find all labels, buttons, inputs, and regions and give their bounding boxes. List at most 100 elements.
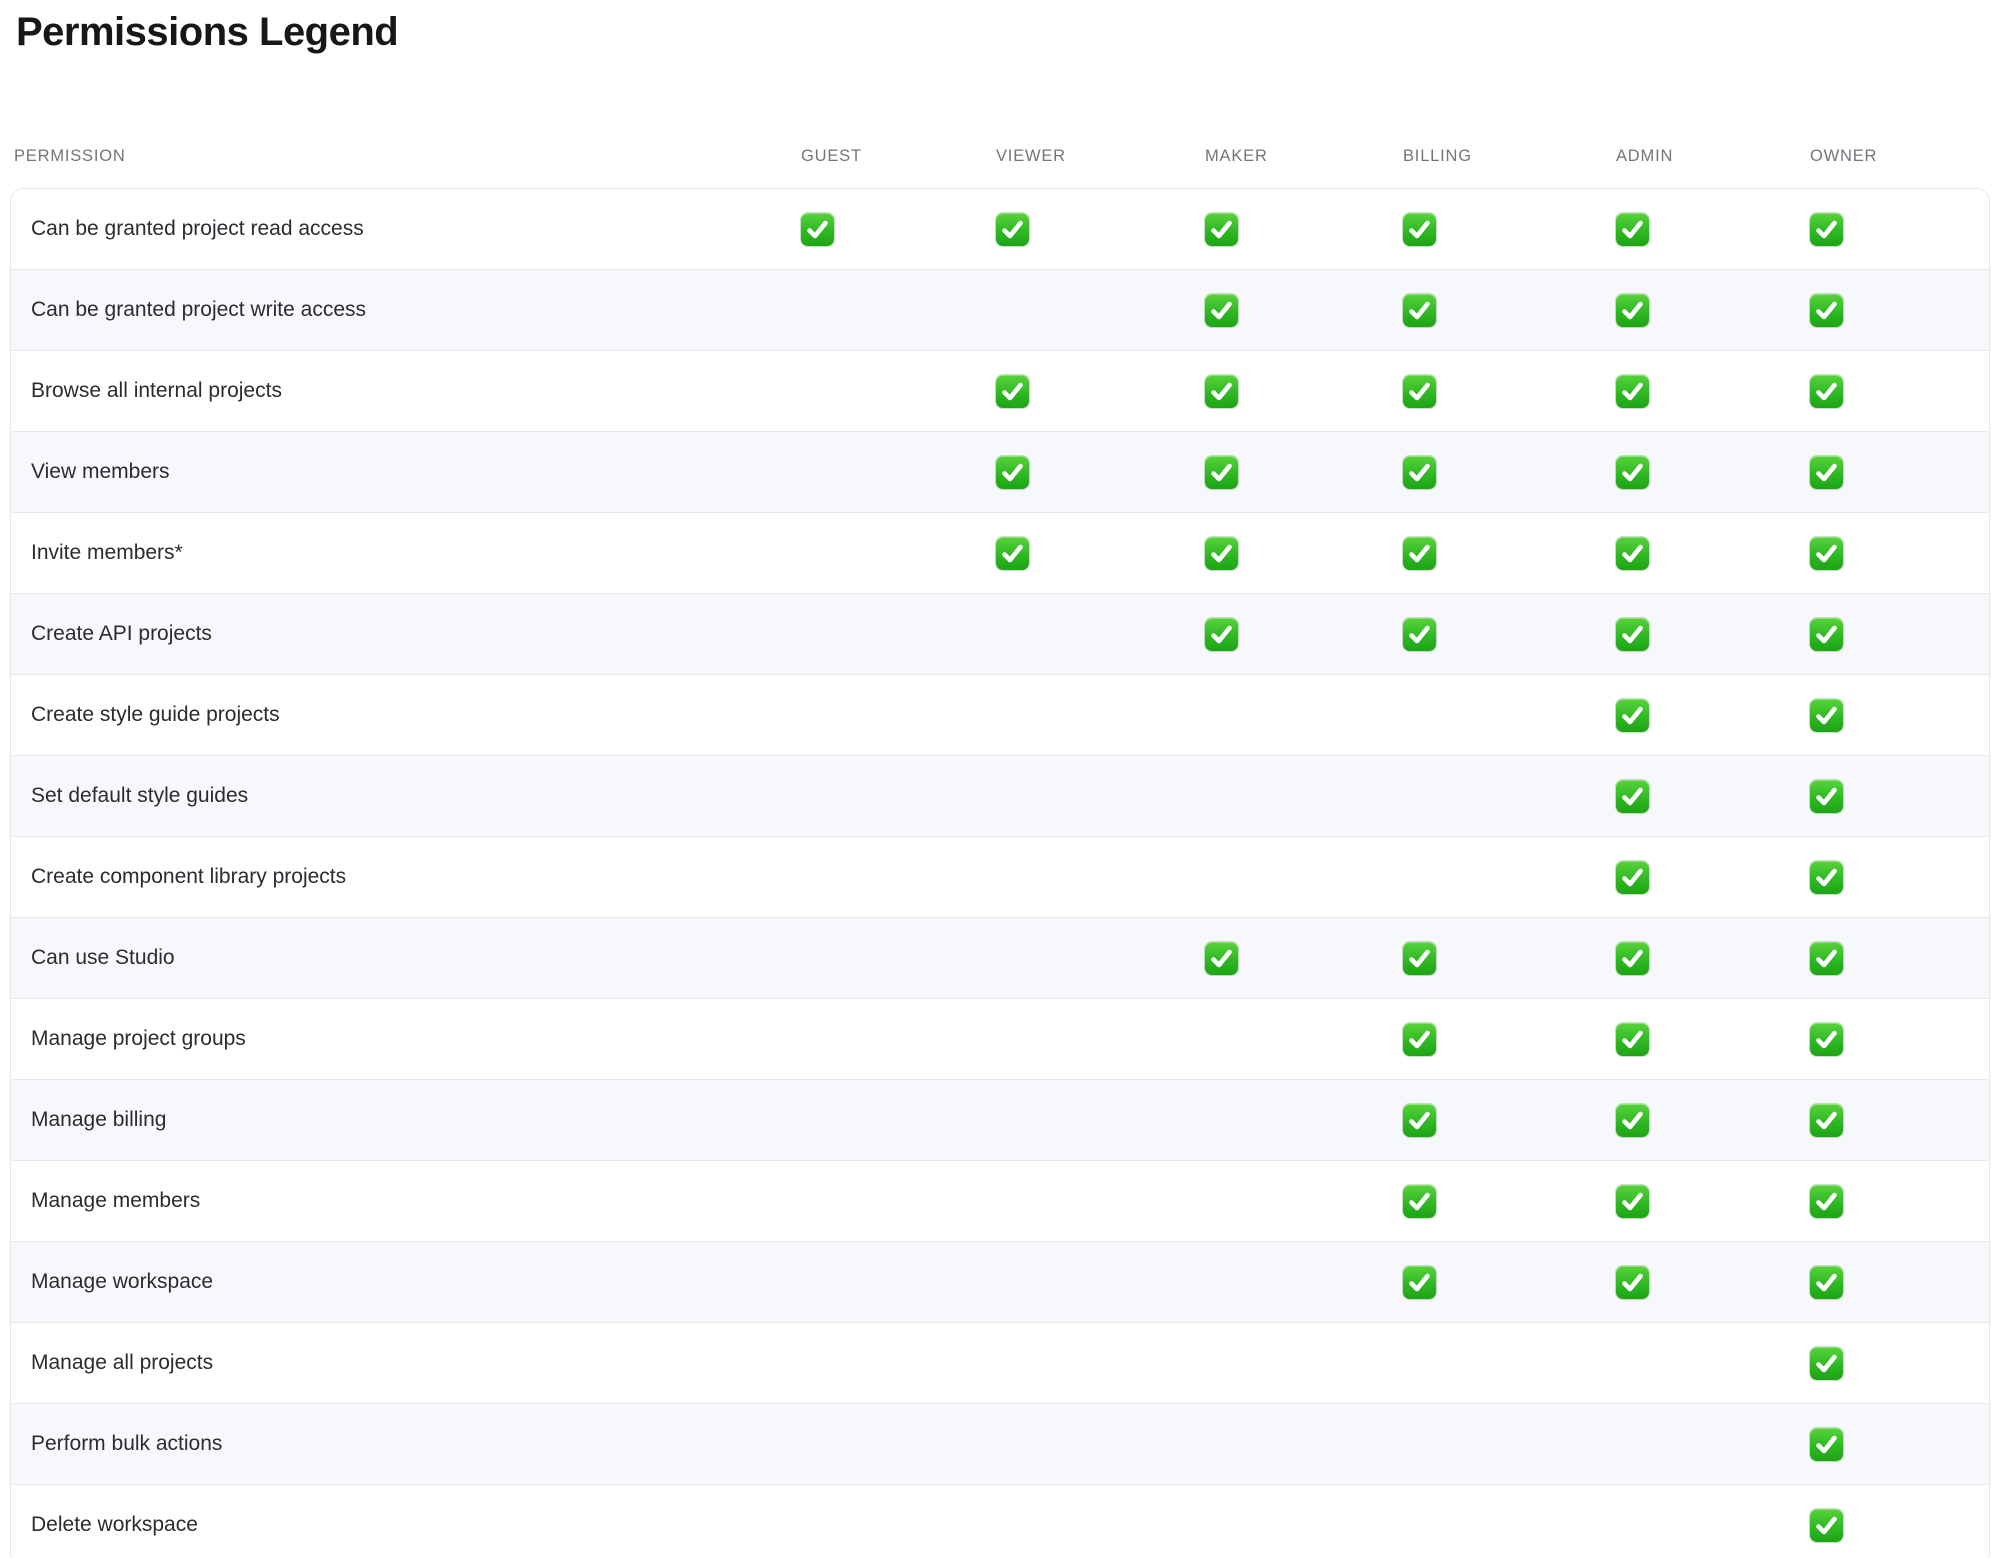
permission-check-cell [996,1266,1205,1299]
permission-check-cell [1205,212,1403,246]
permission-check-cell [1616,698,1810,732]
permission-check-cell [1616,779,1810,813]
permission-check-cell [1205,1185,1403,1218]
permission-check-cell [1810,779,1989,813]
permission-check-cell [1810,617,1989,651]
permission-check-cell [801,780,996,813]
check-icon [1616,212,1649,246]
permission-check-cell [1403,1509,1616,1542]
column-header-maker: MAKER [1205,146,1268,165]
check-icon [1403,1265,1436,1299]
table-row: Manage members [11,1160,1989,1241]
check-icon [1810,941,1843,975]
permission-check-cell [801,699,996,732]
permission-check-cell [801,1428,996,1461]
permission-check-cell [1616,1509,1810,1542]
check-icon [1810,860,1843,894]
check-icon [1616,1103,1649,1137]
permission-check-cell [1205,780,1403,813]
check-icon [1403,1184,1436,1218]
check-icon [1810,1427,1843,1461]
permission-label: View members [31,460,170,483]
check-icon [1205,617,1238,651]
check-icon [1616,293,1649,327]
check-icon [1403,374,1436,408]
permission-check-cell [801,1347,996,1380]
check-icon [1616,941,1649,975]
permission-check-cell [1403,1265,1616,1299]
permission-label: Manage members [31,1189,201,1212]
check-icon [1616,617,1649,651]
column-header-owner: OWNER [1810,146,1878,165]
permission-check-cell [996,1185,1205,1218]
check-icon [1616,374,1649,408]
check-icon [801,212,834,246]
permission-label: Can be granted project write access [31,298,367,321]
check-icon [1616,779,1649,813]
check-icon [1810,455,1843,489]
permission-check-cell [1205,1266,1403,1299]
column-header-viewer: VIEWER [996,146,1066,165]
check-icon [1616,1265,1649,1299]
permission-check-cell [1205,617,1403,651]
permission-label: Perform bulk actions [31,1432,223,1455]
check-icon [1616,1184,1649,1218]
table-header-row: PERMISSION GUEST VIEWER MAKER BILLING ADMIN O… [11,146,1989,166]
permission-check-cell [1810,1346,1989,1380]
table-row: View members [11,431,1989,512]
permission-label: Manage project groups [31,1027,246,1050]
table-row: Can use Studio [11,917,1989,998]
permission-check-cell [1616,293,1810,327]
permission-check-cell [801,537,996,570]
permission-check-cell [1810,374,1989,408]
permission-check-cell [801,618,996,651]
page-title: Permissions Legend [16,10,399,54]
permission-check-cell [1810,1184,1989,1218]
permission-check-cell [1403,1347,1616,1380]
column-header-permission: PERMISSION [14,146,126,165]
permission-label: Can use Studio [31,946,175,969]
permission-check-cell [1616,1265,1810,1299]
check-icon [1616,1022,1649,1056]
permission-check-cell [1403,617,1616,651]
permission-check-cell [1205,861,1403,894]
permission-check-cell [1616,1184,1810,1218]
permission-check-cell [1616,374,1810,408]
check-icon [996,212,1029,246]
check-icon [1810,374,1843,408]
permission-check-cell [1810,1508,1989,1542]
check-icon [1205,536,1238,570]
permission-check-cell [996,374,1205,408]
permission-label: Create style guide projects [31,703,280,726]
permission-check-cell [996,1023,1205,1056]
permission-check-cell [1403,1184,1616,1218]
check-icon [1810,536,1843,570]
permission-check-cell [1810,1265,1989,1299]
check-icon [996,536,1029,570]
table-row: Delete workspace [11,1484,1989,1558]
permission-check-cell [1205,941,1403,975]
check-icon [1810,1508,1843,1542]
table-row: Create component library projects [11,836,1989,917]
check-icon [1205,455,1238,489]
permission-check-cell [1403,1428,1616,1461]
check-icon [1403,536,1436,570]
check-icon [1810,1184,1843,1218]
check-icon [1810,293,1843,327]
check-icon [996,455,1029,489]
permission-check-cell [1403,941,1616,975]
check-icon [1810,617,1843,651]
table-row: Browse all internal projects [11,350,1989,431]
permission-check-cell [1403,699,1616,732]
table-row: Manage all projects [11,1322,1989,1403]
permission-check-cell [801,1509,996,1542]
permission-check-cell [1616,1103,1810,1137]
permission-label: Set default style guides [31,784,249,807]
permission-label: Delete workspace [31,1513,198,1536]
check-icon [1403,941,1436,975]
permission-check-cell [801,456,996,489]
permission-check-cell [801,1266,996,1299]
permission-check-cell [1403,536,1616,570]
table-row: Can be granted project read access [11,189,1989,269]
